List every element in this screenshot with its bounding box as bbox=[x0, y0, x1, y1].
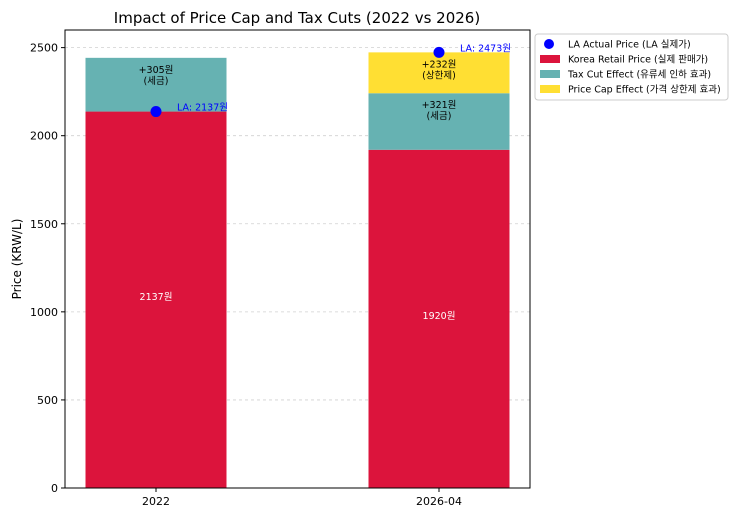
la-price-point bbox=[150, 106, 162, 118]
legend-swatch bbox=[540, 70, 560, 78]
segment-label: 2137원 bbox=[140, 292, 173, 303]
legend-swatch bbox=[540, 85, 560, 93]
legend-label: LA Actual Price (LA 실제가) bbox=[568, 40, 691, 51]
y-tick-label: 2500 bbox=[30, 42, 58, 55]
segment-label: 1920원 bbox=[423, 311, 456, 322]
legend-box bbox=[534, 33, 729, 101]
segment-labels: 2137원 +305원 (세금) 1920원 +321원 (세금) +232원 (상한제) bbox=[139, 59, 457, 322]
chart-title: Impact of Price Cap and Tax Cuts (2022 v… bbox=[114, 9, 480, 27]
y-tick-label: 2000 bbox=[30, 130, 58, 143]
y-axis: 0 500 1000 1500 2000 2500 bbox=[30, 42, 65, 495]
bar-segment bbox=[85, 111, 227, 488]
legend-label: Korea Retail Price (실제 판매가) bbox=[568, 55, 708, 66]
y-tick-label: 1500 bbox=[30, 218, 58, 231]
segment-label: +232원 (상한제) bbox=[422, 59, 457, 81]
bar-segment bbox=[368, 93, 510, 150]
bar-segment bbox=[368, 149, 510, 489]
la-points: LA: 2137원 LA: 2473원 bbox=[150, 43, 511, 118]
legend-marker bbox=[544, 39, 554, 49]
x-tick-label: 2022 bbox=[142, 495, 170, 508]
la-price-label: LA: 2137원 bbox=[177, 103, 228, 114]
y-axis-label: Price (KRW/L) bbox=[10, 219, 24, 300]
y-tick-label: 500 bbox=[37, 394, 58, 407]
plot-frame bbox=[64, 29, 531, 489]
bar-segment bbox=[85, 57, 227, 112]
x-tick-label: 2026-04 bbox=[416, 495, 462, 508]
y-tick-label: 0 bbox=[51, 482, 58, 495]
x-axis: 2022 2026-04 bbox=[142, 488, 462, 508]
bar-segment bbox=[368, 52, 510, 94]
bars bbox=[85, 52, 510, 489]
la-price-point bbox=[433, 46, 445, 58]
segment-label: +305원 (세금) bbox=[139, 65, 174, 87]
segment-label: +321원 (세금) bbox=[422, 100, 457, 122]
la-price-label: LA: 2473원 bbox=[460, 43, 511, 54]
legend-label: Price Cap Effect (가격 상한제 효과) bbox=[568, 84, 721, 96]
y-tick-label: 1000 bbox=[30, 306, 58, 319]
legend-swatch bbox=[540, 55, 560, 63]
legend: LA Actual Price (LA 실제가) Korea Retail Pri… bbox=[534, 33, 729, 101]
legend-label: Tax Cut Effect (유류세 인하 효과) bbox=[567, 69, 711, 81]
